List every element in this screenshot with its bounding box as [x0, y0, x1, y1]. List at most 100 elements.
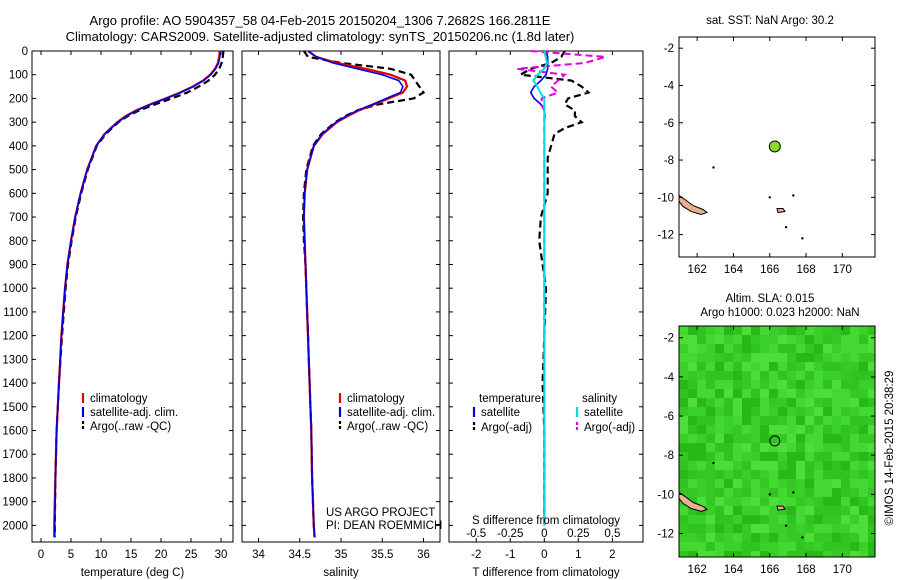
- sla-cell: [742, 335, 751, 344]
- sla-cell: [805, 434, 814, 443]
- sla-cell: [787, 506, 796, 515]
- sla-cell: [805, 551, 814, 557]
- sla-cell: [724, 425, 733, 434]
- sla-cell: [724, 326, 733, 335]
- sla-cell: [868, 326, 875, 335]
- map-x-tick-label: 166: [760, 564, 779, 576]
- sla-cell: [742, 551, 751, 557]
- sla-cell: [832, 344, 841, 353]
- sla-cell: [706, 470, 715, 479]
- sla-cell: [778, 416, 787, 425]
- sla-cell: [751, 362, 760, 371]
- sla-cell: [742, 389, 751, 398]
- sla-cell: [706, 353, 715, 362]
- sla-cell: [742, 362, 751, 371]
- sla-cell: [706, 443, 715, 452]
- sla-cell: [706, 515, 715, 524]
- sla-cell: [751, 533, 760, 542]
- sla-cell: [715, 380, 724, 389]
- depth-tick-label: 1600: [2, 426, 28, 438]
- sla-cell: [724, 497, 733, 506]
- sst-map-title: sat. SST: NaN Argo: 30.2: [706, 15, 834, 27]
- sla-cell: [697, 389, 706, 398]
- sla-cell: [706, 533, 715, 542]
- sla-cell: [760, 551, 769, 557]
- sla-cell: [733, 452, 742, 461]
- sla-cell: [751, 434, 760, 443]
- sla-cell: [814, 335, 823, 344]
- sla-cell: [697, 533, 706, 542]
- sla-cell: [724, 389, 733, 398]
- sla-cell: [733, 434, 742, 443]
- map-y-tick-label: -6: [664, 411, 674, 423]
- sla-cell: [706, 497, 715, 506]
- map-x-tick-label: 164: [724, 564, 744, 576]
- sla-cell: [760, 497, 769, 506]
- sla-cell: [841, 470, 850, 479]
- sla-cell: [697, 470, 706, 479]
- sla-cell: [859, 497, 868, 506]
- sla-cell: [706, 362, 715, 371]
- sla-cell: [751, 353, 760, 362]
- sla-cell: [706, 488, 715, 497]
- sla-cell: [796, 425, 805, 434]
- sla-cell: [805, 407, 814, 416]
- sla-cell: [733, 506, 742, 515]
- sla-cell: [751, 470, 760, 479]
- sla-cell: [805, 425, 814, 434]
- sla-cell: [841, 335, 850, 344]
- sla-cell: [679, 425, 688, 434]
- sla-cell: [805, 389, 814, 398]
- sla-cell: [832, 380, 841, 389]
- x-tick-label-top: -0.5: [466, 528, 486, 540]
- sla-cell: [805, 497, 814, 506]
- sla-cell: [787, 371, 796, 380]
- sla-cell: [796, 335, 805, 344]
- sla-cell: [742, 398, 751, 407]
- sla-cell: [859, 335, 868, 344]
- sla-cell: [679, 344, 688, 353]
- sla-map-title-line1: Altim. SLA: 0.015: [726, 293, 815, 305]
- sla-cell: [814, 425, 823, 434]
- sla-cell: [733, 353, 742, 362]
- sla-cell: [796, 470, 805, 479]
- sla-cell: [760, 380, 769, 389]
- sla-cell: [760, 362, 769, 371]
- argo-position-marker: [768, 140, 781, 153]
- sla-cell: [751, 425, 760, 434]
- sla-cell: [841, 443, 850, 452]
- sla-cell: [796, 416, 805, 425]
- sla-cell: [688, 443, 697, 452]
- sla-cell: [814, 515, 823, 524]
- sla-cell: [724, 362, 733, 371]
- sla-cell: [850, 479, 859, 488]
- sla-cell: [859, 434, 868, 443]
- sla-cell: [841, 515, 850, 524]
- sla-cell: [805, 416, 814, 425]
- sla-cell: [679, 398, 688, 407]
- sla-cell: [715, 497, 724, 506]
- panel-frame-temperature: [31, 50, 234, 543]
- sla-cell: [787, 434, 796, 443]
- sla-cell: [733, 533, 742, 542]
- sla-cell: [688, 344, 697, 353]
- sla-cell: [679, 416, 688, 425]
- x-axis-label: temperature (deg C): [81, 567, 185, 579]
- sla-cell: [760, 470, 769, 479]
- sla-cell: [868, 353, 875, 362]
- depth-tick-label: 800: [9, 236, 28, 248]
- sla-cell: [832, 506, 841, 515]
- credit-text: US ARGO PROJECT: [326, 507, 435, 519]
- sla-cell: [706, 452, 715, 461]
- sla-cell: [814, 371, 823, 380]
- sla-cell: [724, 479, 733, 488]
- sla-cell: [778, 443, 787, 452]
- sla-cell: [868, 425, 875, 434]
- sla-cell: [778, 479, 787, 488]
- legend-header: salinity: [582, 393, 617, 405]
- sla-cell: [832, 416, 841, 425]
- sla-cell: [832, 434, 841, 443]
- sla-cell: [868, 479, 875, 488]
- sla-cell: [868, 434, 875, 443]
- sla-cell: [724, 506, 733, 515]
